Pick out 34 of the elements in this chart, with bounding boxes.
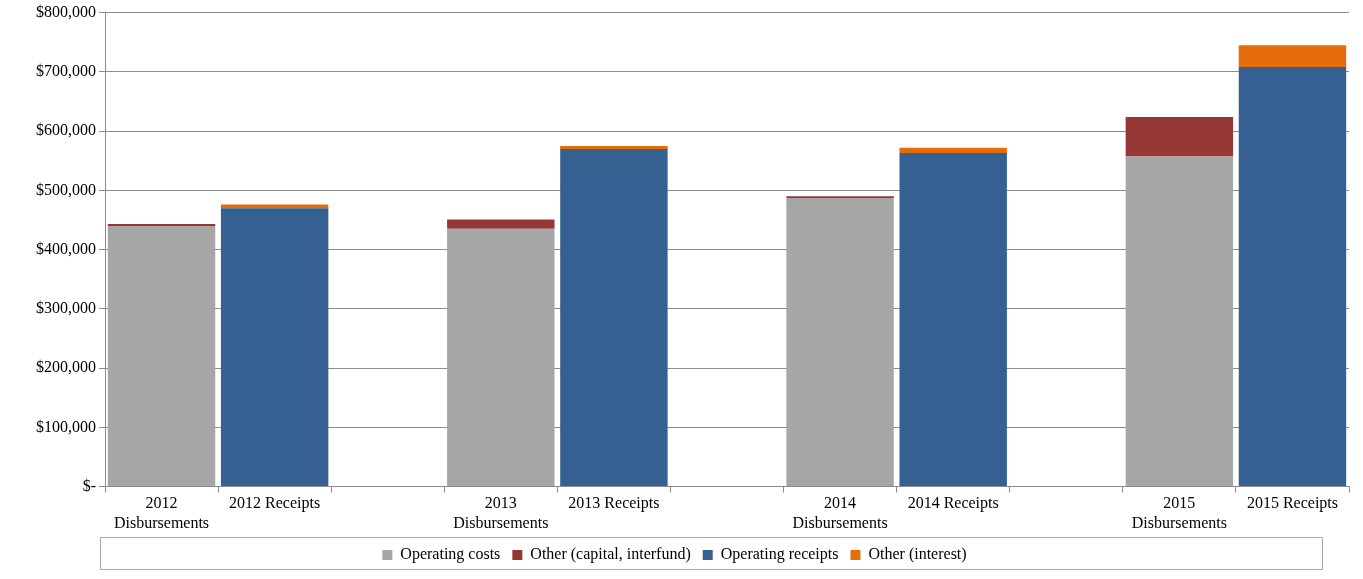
bar: [560, 145, 668, 149]
y-tick-label: $200,000: [36, 358, 96, 376]
legend-label: Operating costs: [400, 545, 501, 564]
legend-label: Operating receipts: [720, 545, 839, 564]
bar: [107, 225, 216, 487]
bar: [1125, 116, 1234, 157]
x-tick-label: 2012 Disbursements: [113, 494, 210, 531]
y-tick-label: $800,000: [36, 2, 96, 20]
bar: [786, 198, 894, 487]
x-tick-label: 2014 Disbursements: [792, 494, 888, 531]
legend-label: Other (capital, interfund): [530, 545, 691, 564]
bar: [899, 147, 1007, 154]
x-tick-label: 2013 Receipts: [568, 494, 660, 513]
bar: [1238, 67, 1347, 487]
bar: [220, 208, 329, 487]
y-tick-label: $500,000: [36, 180, 96, 198]
y-tick-label: $-: [82, 476, 96, 494]
y-tick-label: $400,000: [36, 239, 96, 257]
bar: [1125, 156, 1234, 487]
y-tick-label: $100,000: [36, 417, 96, 435]
bar: [447, 219, 555, 229]
bar: [447, 228, 555, 487]
x-tick-label: 2015 Receipts: [1246, 494, 1338, 513]
bar: [1238, 45, 1347, 68]
y-tick-label: $600,000: [36, 121, 96, 139]
y-tick-label: $300,000: [36, 299, 96, 317]
x-tick-label: 2014 Receipts: [907, 494, 999, 513]
y-tick-label: $700,000: [36, 62, 96, 80]
x-tick-label: 2015 Disbursements: [1131, 494, 1227, 531]
legend-label: Other (interest): [868, 545, 967, 564]
bar: [560, 148, 668, 487]
x-tick-label: 2012 Receipts: [229, 494, 321, 513]
bar: [899, 153, 1007, 487]
x-tick-label: 2013 Disbursements: [453, 494, 549, 531]
